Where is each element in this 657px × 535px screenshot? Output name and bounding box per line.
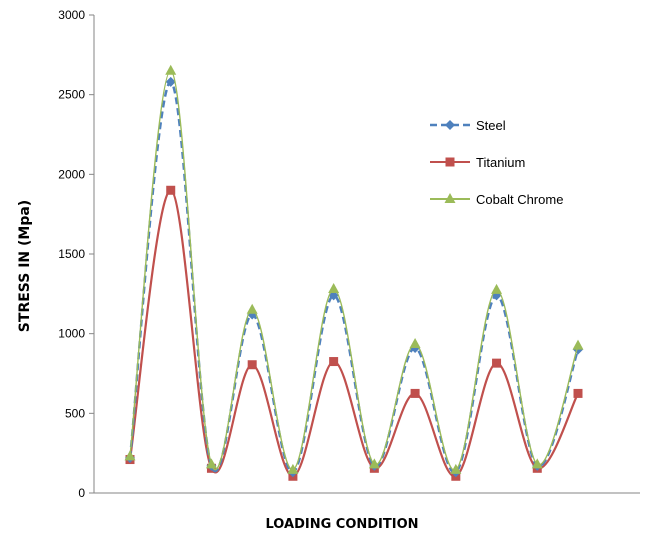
y-tick-label: 500: [65, 406, 85, 420]
data-point-cobalt-chrome: [491, 283, 503, 294]
series-cobalt-chrome: [124, 64, 584, 474]
data-point-cobalt-chrome: [572, 339, 584, 350]
data-point-cobalt-chrome: [205, 458, 217, 469]
data-point-titanium: [410, 388, 420, 398]
data-point-cobalt-chrome: [531, 458, 543, 469]
x-axis-title: LOADING CONDITION: [265, 517, 418, 532]
data-point-titanium: [329, 357, 339, 367]
series-steel: [125, 76, 583, 478]
y-tick-label: 2500: [58, 88, 85, 102]
data-point-cobalt-chrome: [165, 64, 177, 75]
series-titanium: [125, 185, 583, 481]
data-point-cobalt-chrome: [368, 458, 380, 469]
legend: Steel Titanium Cobalt Chrome: [430, 118, 563, 207]
data-point-titanium: [573, 388, 583, 398]
legend-item-cobalt-chrome: Cobalt Chrome: [430, 192, 563, 207]
data-point-titanium: [166, 185, 176, 195]
y-tick-label: 1000: [58, 327, 85, 341]
y-tick-label: 3000: [58, 8, 85, 22]
legend-marker: [445, 157, 455, 167]
data-point-cobalt-chrome: [450, 463, 462, 474]
y-axis-ticks: 0 500 1000 1500 2000 2500 3000: [58, 8, 94, 500]
data-point-cobalt-chrome: [409, 338, 421, 349]
data-point-titanium: [492, 358, 502, 368]
series-layer: [124, 64, 584, 481]
legend-label: Titanium: [476, 155, 525, 170]
data-point-cobalt-chrome: [328, 283, 340, 294]
legend-label: Steel: [476, 118, 506, 133]
data-point-cobalt-chrome: [124, 450, 136, 461]
y-axis-title: STRESS IN (Mpa): [17, 200, 33, 332]
y-tick-label: 2000: [58, 167, 85, 181]
legend-marker: [444, 193, 456, 203]
y-tick-label: 0: [78, 486, 85, 500]
legend-marker: [445, 120, 455, 130]
data-point-steel: [165, 76, 176, 87]
legend-item-titanium: Titanium: [430, 155, 525, 170]
data-point-cobalt-chrome: [287, 463, 299, 474]
legend-label: Cobalt Chrome: [476, 192, 563, 207]
data-point-cobalt-chrome: [246, 303, 258, 314]
legend-item-steel: Steel: [430, 118, 506, 133]
y-tick-label: 1500: [58, 247, 85, 261]
data-point-titanium: [247, 360, 257, 370]
